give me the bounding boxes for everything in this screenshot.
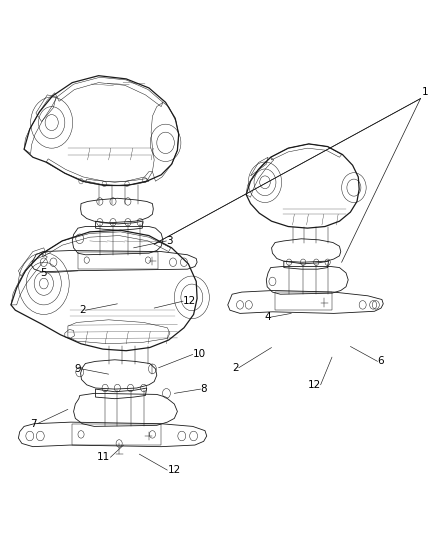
Text: 2: 2 (79, 305, 85, 315)
Text: 12: 12 (307, 380, 321, 390)
Text: 8: 8 (201, 384, 207, 394)
Text: 2: 2 (232, 363, 239, 373)
Text: 6: 6 (378, 357, 384, 366)
Text: 5: 5 (41, 268, 47, 278)
Text: 12: 12 (167, 465, 180, 475)
Text: 11: 11 (97, 453, 110, 462)
Text: 10: 10 (193, 350, 206, 359)
Text: 9: 9 (74, 364, 81, 374)
Text: 1: 1 (422, 87, 428, 97)
Text: 4: 4 (264, 312, 271, 322)
Text: 7: 7 (31, 419, 37, 429)
Text: 12: 12 (183, 296, 196, 306)
Text: 3: 3 (166, 236, 173, 246)
